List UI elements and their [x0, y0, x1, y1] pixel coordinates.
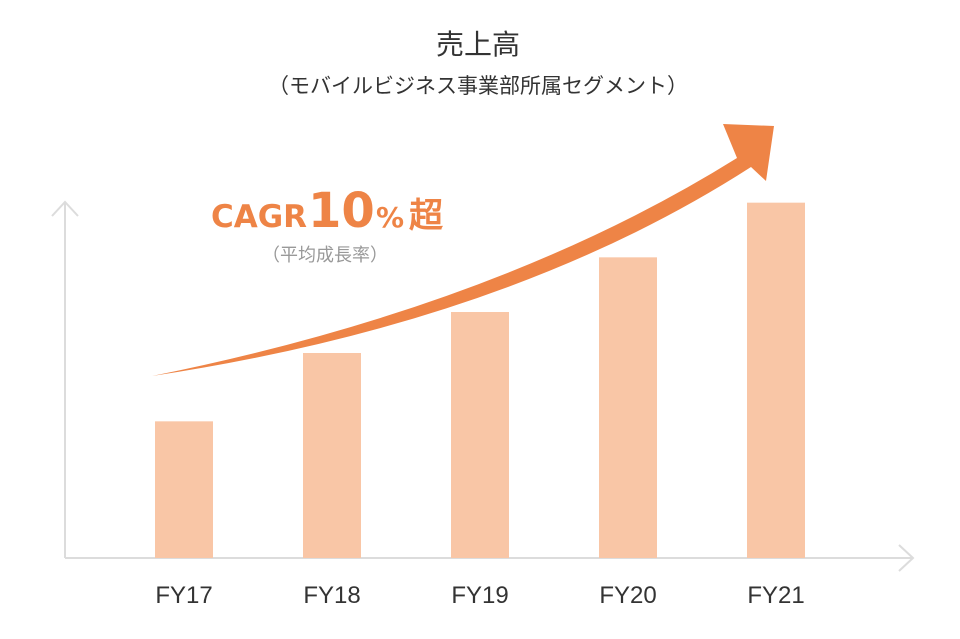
cagr-value: 10 — [308, 183, 375, 239]
bar-fy17 — [155, 421, 213, 558]
bar-fy21 — [747, 202, 805, 558]
bar-fy19 — [451, 312, 509, 558]
x-tick-labels: FY17 FY18 FY19 FY20 FY21 — [155, 582, 804, 609]
cagr-annotation: CAGR 10 % 超 （平均成長率） — [211, 183, 444, 266]
x-tick-label-fy21: FY21 — [747, 582, 804, 609]
bar-fy20 — [599, 257, 657, 558]
cagr-label: CAGR — [211, 199, 307, 235]
y-axis-arrowhead — [51, 200, 79, 217]
x-tick-label-fy20: FY20 — [599, 582, 656, 609]
cagr-unit: % — [376, 201, 404, 234]
bar-fy18 — [303, 353, 361, 558]
cagr-suffix: 超 — [409, 196, 444, 236]
chart-title: 売上高 — [436, 28, 520, 61]
x-tick-label-fy18: FY18 — [303, 582, 360, 609]
x-axis-arrowhead — [898, 544, 915, 572]
chart-subtitle: （モバイルビジネス事業部所属セグメント） — [268, 74, 688, 98]
bars — [155, 202, 805, 558]
x-tick-label-fy17: FY17 — [155, 582, 212, 609]
cagr-note: （平均成長率） — [262, 245, 388, 266]
x-tick-label-fy19: FY19 — [451, 582, 508, 609]
